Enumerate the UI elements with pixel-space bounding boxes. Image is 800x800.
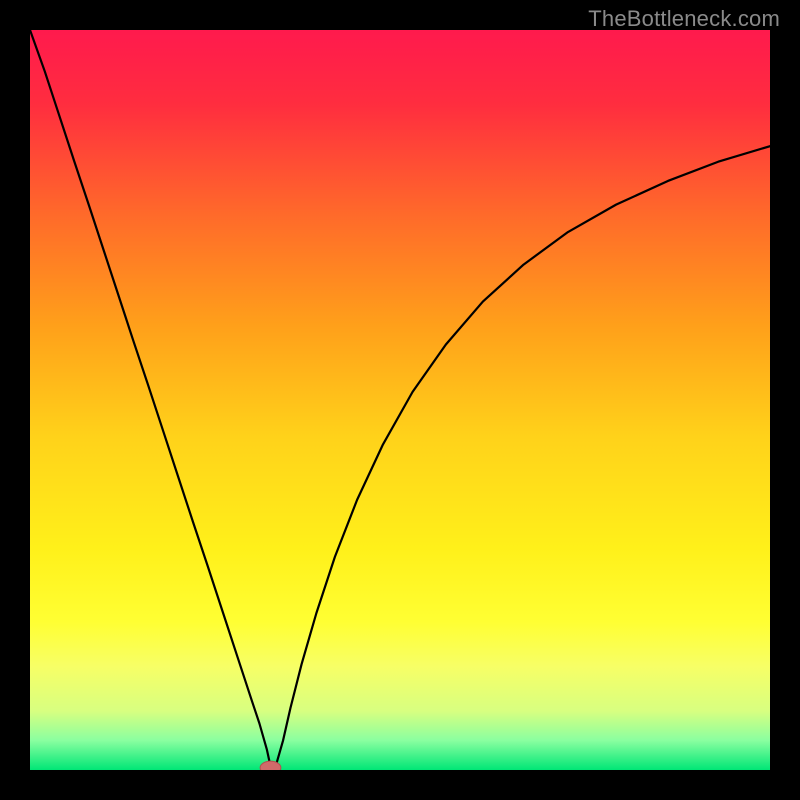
watermark-text: TheBottleneck.com — [588, 6, 780, 32]
plot-area — [30, 30, 770, 770]
gradient-background — [30, 30, 770, 770]
chart-frame: TheBottleneck.com — [0, 0, 800, 800]
minimum-marker — [260, 761, 281, 770]
bottleneck-curve-chart — [30, 30, 770, 770]
